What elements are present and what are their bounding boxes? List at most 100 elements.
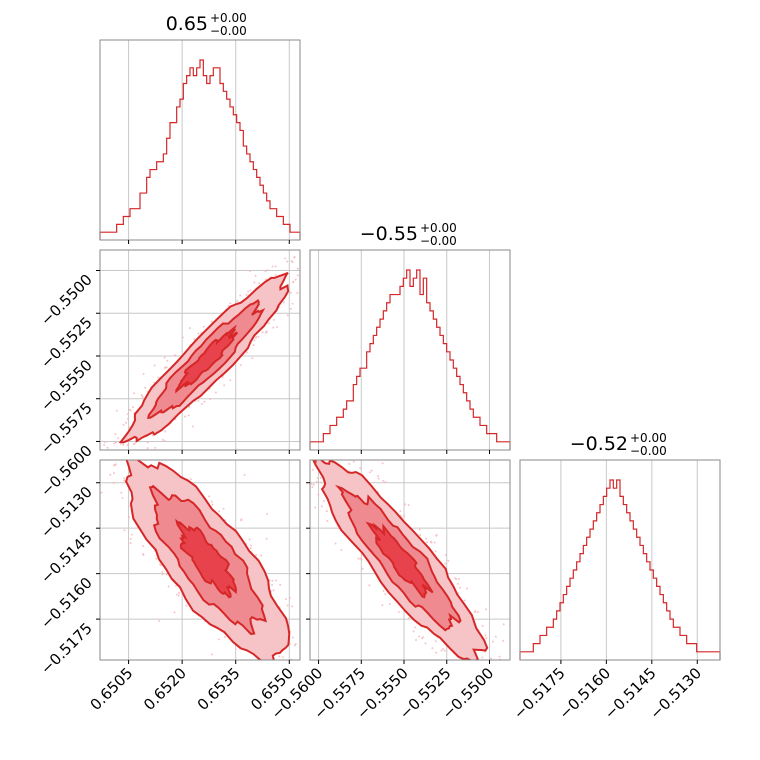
scatter-point — [266, 512, 269, 515]
scatter-point — [301, 423, 303, 425]
scatter-point — [312, 483, 315, 486]
scatter-point — [239, 294, 242, 297]
scatter-point — [140, 393, 143, 396]
scatter-point — [183, 415, 186, 418]
x-tick-label-1: 0.6520 — [140, 664, 190, 714]
scatter-point — [443, 649, 446, 652]
scatter-point — [202, 325, 205, 328]
scatter-point — [418, 635, 421, 638]
scatter-point — [442, 647, 445, 650]
scatter-point — [484, 634, 487, 637]
scatter-point — [382, 479, 385, 482]
scatter-point — [157, 376, 160, 379]
scatter-point — [326, 519, 329, 522]
scatter-point — [457, 662, 459, 664]
panel-title-value: −0.55 — [360, 223, 418, 245]
scatter-point — [539, 752, 541, 754]
scatter-point — [265, 330, 268, 333]
hist-panel-2: −0.5175−0.5160−0.5145−0.5130−0.52 +0.00−0… — [510, 431, 721, 723]
scatter-point — [253, 677, 255, 679]
scatter-point — [163, 356, 166, 359]
scatter-point — [253, 339, 256, 342]
scatter-point — [272, 589, 275, 592]
scatter-point — [316, 477, 319, 480]
scatter-point — [250, 544, 253, 547]
scatter-point — [249, 547, 252, 550]
scatter-point — [270, 590, 273, 593]
scatter-point — [424, 642, 427, 645]
scatter-point — [370, 469, 373, 472]
scatter-point — [490, 657, 493, 660]
scatter-point — [382, 589, 385, 592]
scatter-point — [275, 579, 278, 582]
scatter-point — [229, 302, 232, 305]
scatter-point — [256, 670, 258, 672]
scatter-point — [357, 557, 360, 560]
scatter-point — [324, 446, 326, 448]
scatter-point — [310, 482, 313, 485]
scatter-point — [306, 424, 308, 426]
scatter-point — [407, 504, 410, 507]
scatter-point — [500, 702, 502, 704]
scatter-point — [264, 270, 267, 273]
scatter-point — [456, 582, 459, 585]
scatter-point — [178, 591, 181, 594]
hist-panel-0: 0.65 +0.00−0.00 — [99, 11, 301, 244]
scatter-point — [229, 379, 232, 382]
scatter-point — [361, 567, 364, 570]
panel-frame — [99, 459, 301, 661]
scatter-point — [100, 491, 103, 494]
scatter-point — [164, 457, 166, 459]
scatter-point — [122, 443, 125, 446]
scatter-point — [122, 452, 124, 454]
scatter-point — [258, 674, 260, 676]
density-layer — [277, 423, 541, 754]
scatter-point — [296, 274, 299, 277]
scatter-point — [274, 265, 277, 268]
scatter-point — [210, 320, 213, 323]
scatter-point — [348, 462, 351, 465]
scatter-point — [255, 335, 258, 338]
scatter-point — [127, 505, 130, 508]
scatter-point — [290, 446, 292, 448]
scatter-point — [294, 489, 296, 491]
scatter-point — [291, 636, 294, 639]
scatter-point — [433, 541, 436, 544]
scatter-point — [277, 429, 279, 431]
scatter-point — [217, 638, 220, 641]
scatter-point — [239, 364, 242, 367]
scatter-point — [129, 409, 132, 412]
density-layer — [103, 256, 299, 459]
panel-frame — [519, 459, 721, 661]
scatter-point — [466, 667, 468, 669]
scatter-point — [279, 583, 282, 586]
scatter-point — [112, 472, 115, 475]
scatter-point — [114, 433, 117, 436]
scatter-point — [227, 304, 230, 307]
scatter-point — [251, 357, 254, 360]
scatter-point — [128, 516, 131, 519]
scatter-point — [126, 457, 128, 459]
scatter-point — [123, 529, 126, 532]
scatter-point — [246, 351, 249, 354]
scatter-point — [413, 626, 416, 629]
scatter-point — [211, 503, 214, 506]
scatter-point — [320, 454, 322, 456]
scatter-point — [167, 585, 170, 588]
scatter-point — [435, 534, 438, 537]
scatter-point — [141, 396, 144, 399]
scatter-point — [512, 752, 514, 754]
scatter-point — [334, 542, 337, 545]
scatter-point — [103, 443, 106, 446]
scatter-point — [314, 506, 317, 509]
scatter-point — [193, 338, 196, 341]
scatter-point — [444, 562, 447, 565]
scatter-point — [245, 293, 248, 296]
scatter-point — [203, 400, 206, 403]
scatter-point — [122, 477, 125, 480]
scatter-point — [132, 406, 135, 409]
scatter-point — [494, 635, 497, 638]
scatter-point — [161, 438, 164, 441]
scatter-point — [300, 447, 302, 449]
